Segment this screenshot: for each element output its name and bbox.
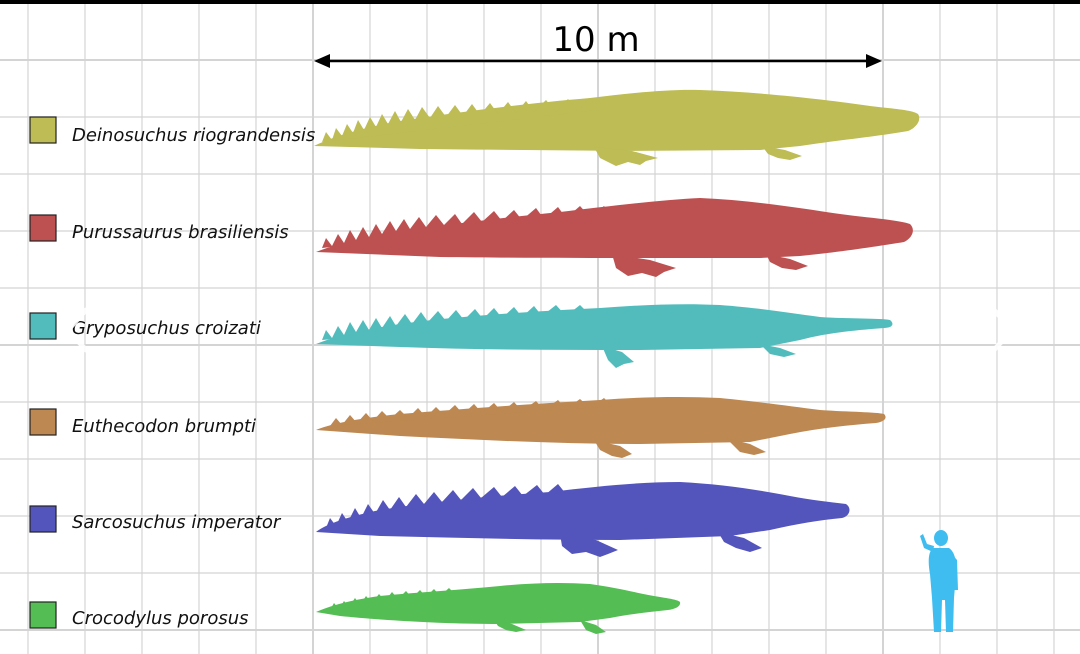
legend-label: Deinosuchus riograndensis	[72, 125, 315, 146]
legend-label: Gryposuchus croizati	[72, 318, 261, 339]
purussaurus-silhouette	[316, 198, 913, 277]
legend-item-gryposuchus: Gryposuchus croizati	[29, 312, 261, 340]
legend-item-crocodylus: Crocodylus porosus	[29, 601, 249, 629]
legend-label: Crocodylus porosus	[72, 608, 249, 629]
deinosuchus-silhouette	[314, 89, 920, 166]
dorsal-scutes	[330, 398, 612, 426]
legend-item-sarcosuchus: Sarcosuchus imperator	[29, 505, 282, 533]
legend-swatch	[29, 116, 57, 144]
scale-label: 10 m	[552, 20, 639, 60]
legend-swatch	[29, 601, 57, 629]
chevron-right-icon	[991, 307, 1015, 353]
gryposuchus-silhouette	[316, 304, 893, 368]
dorsal-scutes	[330, 588, 456, 610]
legend-swatch	[29, 312, 57, 340]
dorsal-scutes	[322, 206, 612, 248]
legend-item-euthecodon: Euthecodon brumpti	[29, 408, 256, 437]
legend-swatch	[29, 505, 57, 533]
previous-image-button[interactable]	[48, 300, 108, 360]
next-image-button[interactable]	[972, 300, 1032, 360]
sarcosuchus-silhouette	[316, 482, 850, 557]
legend-swatch	[29, 214, 57, 242]
scale-bar: 10 m	[314, 20, 882, 68]
silhouettes	[314, 89, 958, 634]
human-scale-figure	[920, 530, 958, 632]
legend-swatch	[29, 408, 57, 436]
dorsal-scutes	[322, 98, 598, 142]
dorsal-scutes	[326, 484, 566, 528]
legend-label: Sarcosuchus imperator	[72, 512, 282, 533]
legend: Deinosuchus riograndensis Purussaurus br…	[29, 116, 315, 629]
crocodylus-silhouette	[316, 582, 681, 634]
chevron-left-icon	[65, 307, 89, 353]
legend-label: Euthecodon brumpti	[72, 416, 256, 437]
legend-item-deinosuchus: Deinosuchus riograndensis	[29, 116, 315, 146]
euthecodon-silhouette	[316, 396, 886, 458]
legend-item-purussaurus: Purussaurus brasiliensis	[29, 214, 289, 243]
dorsal-scutes	[322, 305, 590, 340]
top-bar	[0, 0, 1080, 4]
legend-label: Purussaurus brasiliensis	[72, 222, 289, 243]
